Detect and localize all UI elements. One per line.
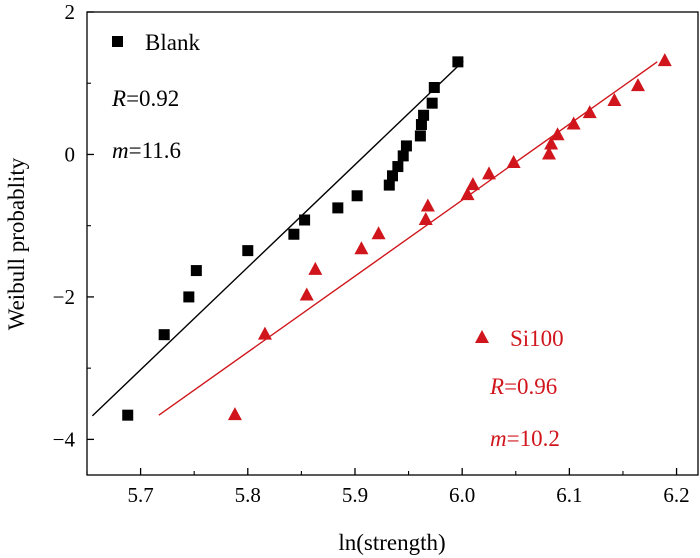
- si100-r-symbol: R: [489, 374, 504, 399]
- blank-legend: Blank: [112, 30, 200, 55]
- si100-legend-marker: [475, 330, 489, 343]
- blank-point: [414, 130, 426, 142]
- y-axis-title: Weibull probablity: [4, 157, 29, 330]
- si100-point: [460, 187, 475, 201]
- si100-point: [371, 226, 386, 240]
- si100-point: [630, 78, 645, 92]
- blank-r-value: =0.92: [126, 86, 179, 111]
- y-tick-label: 0: [65, 142, 76, 166]
- y-axis-ticks: 2 0 −2 −4: [53, 0, 94, 451]
- blank-point: [190, 265, 202, 277]
- si100-point: [550, 127, 565, 141]
- si100-point: [299, 287, 314, 301]
- blank-r-annotation: R=0.92: [111, 86, 179, 111]
- plot-area: 5.7 5.8 5.9 6.0 6.1 6.2 2 0 −2 −4: [53, 0, 699, 507]
- si100-point: [354, 241, 369, 255]
- si100-point: [308, 261, 323, 275]
- x-axis-title: ln(strength): [338, 530, 445, 555]
- plot-frame: [86, 11, 699, 476]
- si100-point: [566, 116, 581, 130]
- blank-point: [387, 170, 398, 182]
- y-tick-label: 2: [65, 0, 76, 24]
- blank-point: [242, 245, 254, 257]
- blank-r-symbol: R: [111, 86, 126, 111]
- x-tick-label: 6.0: [449, 483, 475, 507]
- blank-legend-marker: [112, 36, 123, 47]
- x-tick-label: 5.9: [342, 483, 368, 507]
- blank-point: [397, 150, 409, 162]
- blank-point: [428, 82, 440, 94]
- blank-legend-label: Blank: [145, 30, 200, 55]
- si100-point: [506, 155, 521, 169]
- data-points: [122, 53, 672, 421]
- blank-point: [288, 228, 300, 240]
- blank-m-value: =11.6: [129, 138, 181, 163]
- si100-point: [544, 136, 559, 150]
- blank-m-symbol: m: [112, 138, 129, 163]
- si100-point: [418, 211, 433, 225]
- si100-point: [465, 177, 480, 191]
- si100-r-value: =0.96: [504, 374, 557, 399]
- blank-point: [400, 140, 412, 152]
- blank-point: [415, 119, 427, 131]
- x-axis-ticks: 5.7 5.8 5.9 6.0 6.1 6.2: [86, 468, 690, 507]
- si100-point: [657, 53, 672, 67]
- blank-point: [392, 161, 404, 173]
- blank-point: [183, 291, 195, 303]
- blank-fit-line: [91, 60, 464, 417]
- blank-point: [351, 190, 363, 202]
- si100-point: [227, 407, 242, 421]
- x-tick-label: 5.7: [127, 483, 153, 507]
- blank-point: [332, 202, 344, 214]
- x-tick-label: 6.2: [663, 483, 689, 507]
- si100-r-annotation: R=0.96: [489, 374, 557, 399]
- si100-point: [582, 105, 597, 119]
- si100-m-value: =10.2: [507, 426, 560, 451]
- si100-legend-label: Si100: [510, 326, 564, 351]
- blank-point: [122, 409, 134, 421]
- blank-point: [383, 179, 395, 191]
- blank-point: [299, 214, 311, 226]
- blank-point: [158, 329, 170, 341]
- si100-m-symbol: m: [490, 426, 507, 451]
- x-tick-label: 5.8: [235, 483, 261, 507]
- si100-point: [481, 166, 496, 180]
- si100-point: [607, 93, 622, 107]
- si100-point: [257, 326, 272, 340]
- si100-point: [542, 146, 557, 160]
- si100-m-annotation: m=10.2: [490, 426, 560, 451]
- blank-m-annotation: m=11.6: [112, 138, 181, 163]
- blank-point: [418, 109, 430, 121]
- si100-point: [420, 198, 435, 212]
- blank-point: [426, 97, 438, 109]
- x-tick-label: 6.1: [556, 483, 582, 507]
- y-tick-label: −4: [53, 427, 76, 451]
- y-tick-label: −2: [53, 285, 75, 309]
- blank-point: [452, 56, 464, 68]
- si100-legend: Si100: [475, 326, 564, 351]
